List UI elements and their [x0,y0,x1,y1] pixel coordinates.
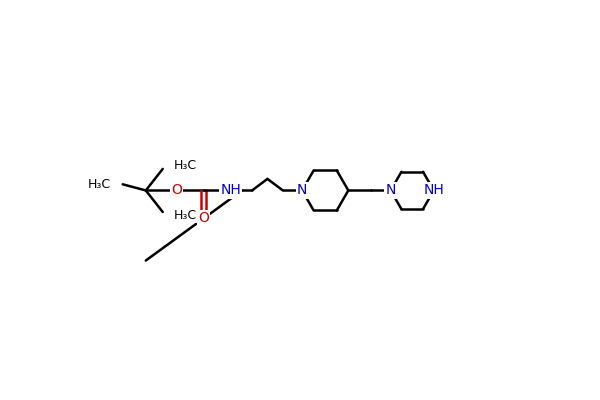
Text: O: O [171,184,182,198]
Text: H₃C: H₃C [173,159,197,172]
Text: H₃C: H₃C [87,178,110,191]
Text: O: O [198,211,209,225]
Text: N: N [385,184,396,198]
Text: N: N [297,184,307,198]
Text: N: N [385,184,396,198]
Text: NH: NH [424,184,444,198]
Text: N: N [297,184,307,198]
Text: H₃C: H₃C [173,208,197,222]
Text: NH: NH [220,184,241,198]
